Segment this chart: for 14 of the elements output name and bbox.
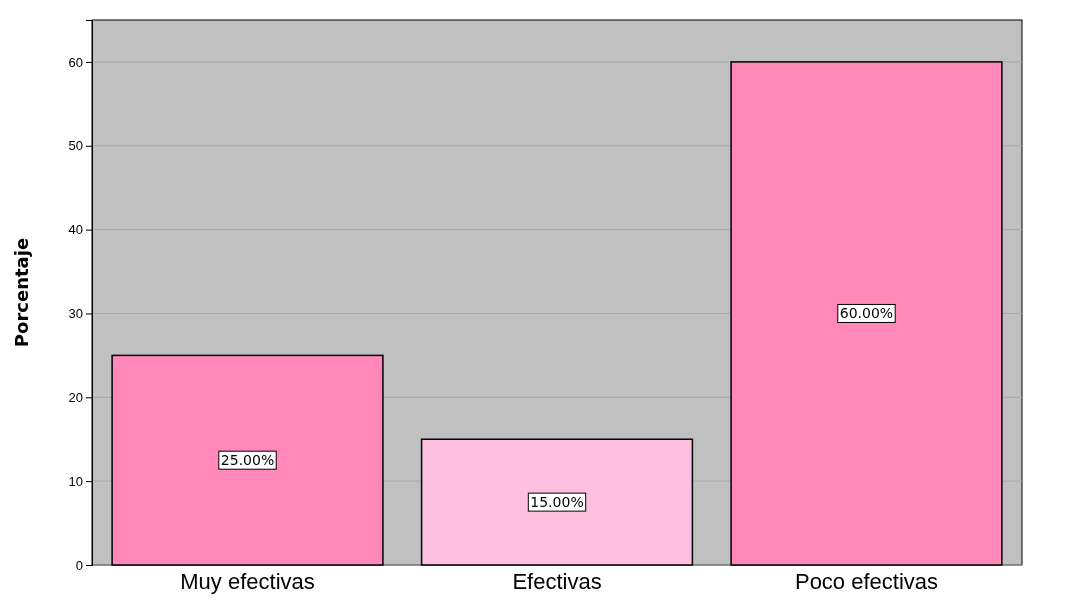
y-tick-label: 30 xyxy=(68,306,83,322)
y-tick-label: 50 xyxy=(68,138,83,154)
y-tick-label: 20 xyxy=(68,389,83,405)
data-label: 25.00% xyxy=(220,452,275,469)
y-axis-title: Porcentaje xyxy=(11,237,32,348)
x-tick-label: Muy efectivas xyxy=(180,568,315,594)
y-tick-label: 0 xyxy=(75,557,83,573)
x-tick-label: Poco efectivas xyxy=(794,568,939,594)
data-label: 60.00% xyxy=(839,305,894,322)
x-tick-label: Efectivas xyxy=(512,568,602,594)
y-tick-label: 40 xyxy=(68,222,83,238)
data-label: 15.00% xyxy=(530,494,584,511)
y-tick-label: 10 xyxy=(68,473,83,489)
y-tick-label: 60 xyxy=(68,54,83,70)
